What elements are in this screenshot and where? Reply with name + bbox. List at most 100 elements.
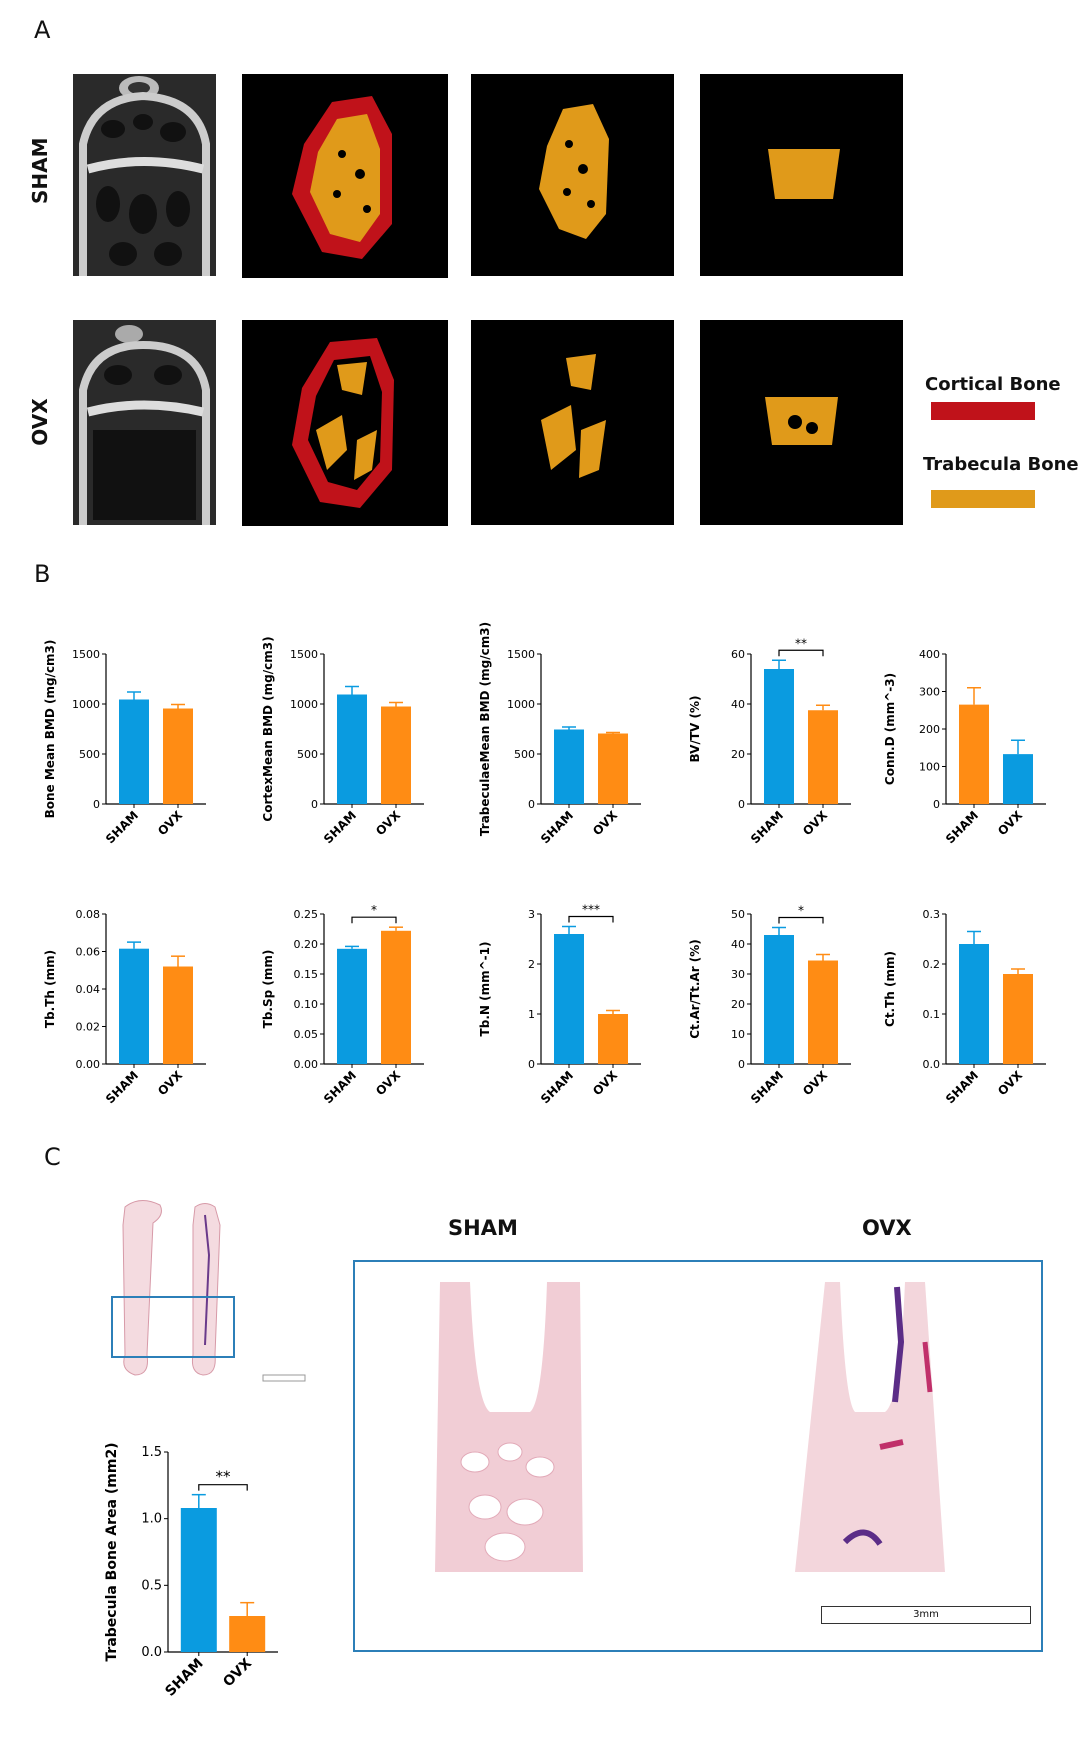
legend-trabecula-label: Trabecula Bone <box>923 454 1079 475</box>
x-tick-label: SHAM <box>103 808 141 846</box>
y-tick-label: 0.3 <box>923 908 941 921</box>
bar-ovx <box>808 710 838 804</box>
x-tick-label: OVX <box>800 1068 831 1099</box>
row-label-sham: SHAM <box>28 137 52 204</box>
bar-sham <box>554 934 584 1064</box>
y-tick-label: 3 <box>528 908 535 921</box>
y-tick-label: 0.10 <box>294 998 319 1011</box>
y-tick-label: 0.06 <box>76 946 101 959</box>
roi-box <box>111 1296 235 1358</box>
histology-title-sham: SHAM <box>448 1216 518 1240</box>
x-tick-label: OVX <box>155 808 186 839</box>
x-tick-label: SHAM <box>943 1068 981 1106</box>
y-tick-label: 0 <box>93 798 100 811</box>
chart-tb-sp: 0.00 0.05 0.10 0.15 0.20 0.25 Tb.Sp (mm) SHAM OV… <box>261 903 424 1106</box>
x-tick-label: SHAM <box>538 1068 576 1106</box>
legend-trabecula-swatch <box>931 490 1035 508</box>
x-tick-label: OVX <box>590 808 621 839</box>
significance-label: ** <box>795 636 807 650</box>
sham-ct-slice-image <box>73 74 216 276</box>
femur-overview-image <box>105 1195 310 1395</box>
sham-trabecular-3d-image <box>471 74 674 276</box>
y-tick-label: 300 <box>919 686 940 699</box>
row-label-ovx: OVX <box>28 398 52 446</box>
bar-ovx <box>1003 754 1033 804</box>
chart-trabecula-bone-area: 0.0 0.5 1.0 1.5 Trabecula Bone Area (mm2) SHA… <box>104 1442 278 1700</box>
x-tick-label: OVX <box>995 808 1026 839</box>
x-tick-label: SHAM <box>162 1656 206 1700</box>
bar-ovx <box>598 733 628 804</box>
ovx-ct-slice-image <box>73 320 216 525</box>
x-tick-label: OVX <box>800 808 831 839</box>
y-tick-label: 0.0 <box>923 1058 941 1071</box>
significance-label: * <box>798 904 804 918</box>
bar-sham <box>119 948 149 1064</box>
y-tick-label: 1000 <box>72 698 100 711</box>
histology-sham-image <box>435 1282 583 1572</box>
x-tick-label: SHAM <box>321 1068 359 1106</box>
significance-bracket <box>198 1484 248 1491</box>
y-tick-label: 2 <box>528 958 535 971</box>
y-tick-label: 30 <box>731 968 745 981</box>
scale-bar: 3mm <box>821 1606 1031 1624</box>
y-tick-label: 1500 <box>507 648 535 661</box>
y-tick-label: 0 <box>311 798 318 811</box>
histology-frame: 3mm <box>353 1260 1043 1652</box>
panel-label-b: B <box>34 560 51 588</box>
x-tick-label: OVX <box>220 1655 255 1690</box>
y-axis-label: Tb.Sp (mm) <box>261 950 275 1029</box>
legend-cortical-label: Cortical Bone <box>925 374 1061 395</box>
y-axis-label: Ct.Th (mm) <box>883 951 897 1027</box>
y-axis-label: Ct.Ar/Tt.Ar (%) <box>688 939 702 1039</box>
y-axis-label: Tb.N (mm^-1) <box>478 942 492 1037</box>
y-axis-label: CortexMean BMD (mg/cm3) <box>261 636 275 821</box>
y-tick-label: 0.15 <box>294 968 319 981</box>
y-tick-label: 1000 <box>290 698 318 711</box>
y-tick-label: 0.05 <box>294 1028 319 1041</box>
y-tick-label: 0 <box>738 798 745 811</box>
y-axis-label: Trabecula Bone Area (mm2) <box>104 1442 120 1661</box>
x-tick-label: SHAM <box>321 808 359 846</box>
y-tick-label: 1500 <box>290 648 318 661</box>
chart-conn-d: 0 100 200 300 400 Conn.D (mm^-3) SHAM OVX <box>883 648 1046 846</box>
bar-ovx <box>163 966 193 1064</box>
y-tick-label: 0.00 <box>294 1058 319 1071</box>
x-tick-label: SHAM <box>538 808 576 846</box>
y-tick-label: 400 <box>919 648 940 661</box>
histology-title-ovx: OVX <box>862 1216 912 1240</box>
y-tick-label: 1.0 <box>141 1512 162 1527</box>
chart-cortex-mean-bmd: 0 500 1000 1500 CortexMean BMD (mg/cm3) SHAM O… <box>261 636 424 846</box>
x-tick-label: OVX <box>373 808 404 839</box>
y-tick-label: 100 <box>919 761 940 774</box>
chart-bv-tv: 0 20 40 60 BV/TV (%) SHAM OVX ** <box>688 636 851 846</box>
y-tick-label: 200 <box>919 723 940 736</box>
x-tick-label: OVX <box>155 1068 186 1099</box>
y-tick-label: 500 <box>79 748 100 761</box>
chart-tb-th: 0.00 0.02 0.04 0.06 0.08 Tb.Th (mm) SHAM OVX <box>43 908 206 1106</box>
bar-sham <box>764 935 794 1064</box>
significance-bracket <box>351 916 397 924</box>
y-tick-label: 0 <box>738 1058 745 1071</box>
y-tick-label: 20 <box>731 998 745 1011</box>
y-axis-label: Bone Mean BMD (mg/cm3) <box>43 640 57 819</box>
bar-sham <box>764 669 794 804</box>
bar-ovx <box>163 708 193 804</box>
y-tick-label: 0.0 <box>141 1645 162 1660</box>
y-tick-label: 20 <box>731 748 745 761</box>
panel-label-a: A <box>34 16 51 44</box>
bar-ovx <box>808 960 838 1064</box>
y-tick-label: 1500 <box>72 648 100 661</box>
y-tick-label: 0.2 <box>923 958 941 971</box>
y-tick-label: 0 <box>528 798 535 811</box>
ovx-cortical-3d-image <box>242 320 448 526</box>
y-tick-label: 1 <box>528 1008 535 1021</box>
y-tick-label: 500 <box>514 748 535 761</box>
y-tick-label: 1.5 <box>141 1445 162 1460</box>
significance-bracket <box>778 916 824 924</box>
significance-bracket <box>568 915 614 923</box>
significance-label: *** <box>582 903 600 917</box>
y-tick-label: 40 <box>731 938 745 951</box>
y-tick-label: 0.00 <box>76 1058 101 1071</box>
chart-ct-th: 0.0 0.1 0.2 0.3 Ct.Th (mm) SHAM OVX <box>883 908 1046 1106</box>
significance-bracket <box>778 649 824 657</box>
